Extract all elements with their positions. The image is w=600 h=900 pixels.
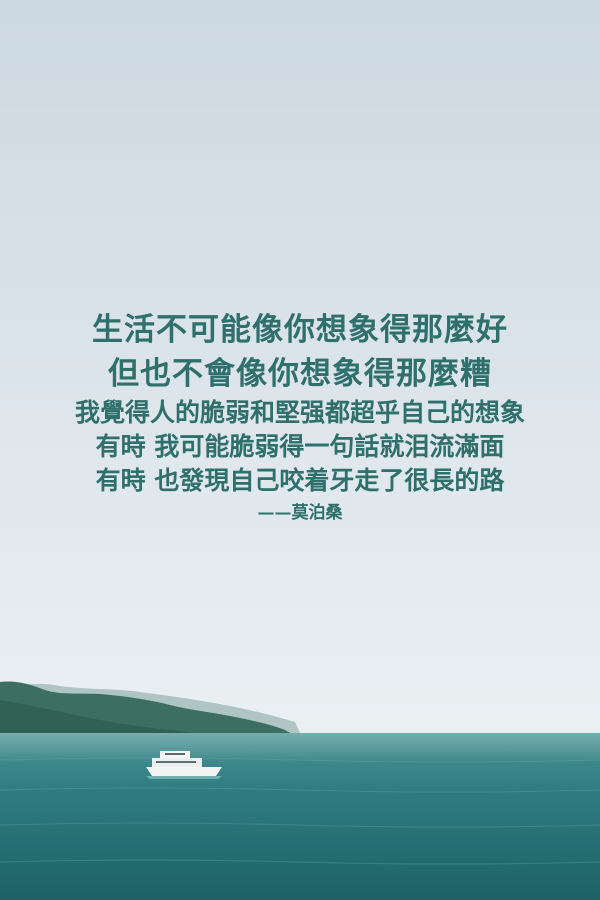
quote-block: 生活不可能像你想象得那麼好 但也不會像你想象得那麼糟 我覺得人的脆弱和堅强都超乎… — [0, 308, 600, 526]
quote-line-1: 生活不可能像你想象得那麼好 — [92, 312, 508, 348]
waves — [0, 757, 600, 865]
quote-line-5: 有時 也發現自己咬着牙走了很長的路 — [95, 466, 505, 495]
quote-line-4: 有時 我可能脆弱得一句話就泪流滿面 — [95, 432, 505, 461]
quote-author: ——莫泊桑 — [257, 503, 343, 523]
sky — [0, 0, 600, 735]
mountain-shadow — [0, 700, 200, 734]
quote-line-2: 但也不會像你想象得那麼糟 — [108, 356, 492, 392]
horizon-haze — [0, 733, 600, 763]
yacht — [146, 751, 222, 779]
quote-line-3: 我覺得人的脆弱和堅强都超乎自己的想象 — [74, 398, 525, 427]
